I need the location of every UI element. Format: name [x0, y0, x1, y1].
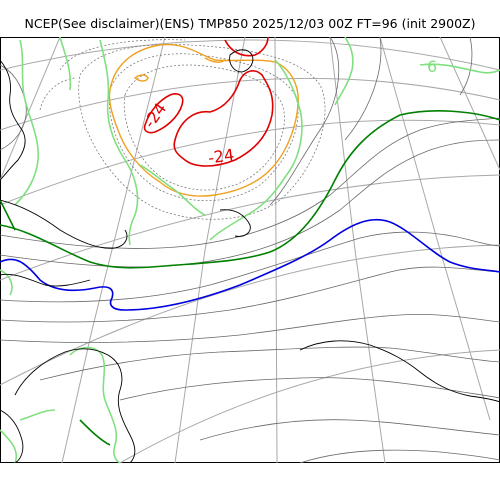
parallel-line — [0, 77, 500, 131]
isotherm-minus6-line — [19, 409, 56, 421]
isotherm-minus18 — [108, 43, 299, 197]
coastline — [0, 199, 128, 249]
isotherm-dotted — [78, 44, 326, 220]
meridian-line — [379, 37, 491, 421]
isotherm-minus18-line — [108, 43, 299, 197]
isotherm-plus6 — [0, 218, 500, 311]
isotherm-plus6-line — [0, 218, 500, 311]
isotherm — [0, 231, 500, 303]
coastline — [229, 49, 254, 73]
isotherm-dotted — [109, 53, 299, 202]
isotherm — [199, 419, 500, 441]
isotherm-minus24-line — [173, 70, 274, 167]
meridian-line — [61, 37, 166, 463]
contour-label-minus24: -24 — [207, 145, 236, 167]
isotherm-dotted — [123, 64, 285, 191]
isotherm — [0, 313, 500, 343]
isotherm-minus6-line — [0, 269, 13, 296]
isotherm-minus24 — [143, 37, 274, 167]
isotherm — [299, 449, 500, 463]
isotherm-minus24-line — [143, 93, 184, 134]
isotherm-minus6-line — [139, 164, 206, 216]
coastline — [0, 59, 26, 181]
coastline — [299, 340, 500, 403]
dotted-isotherms — [39, 39, 326, 220]
isotherm — [0, 266, 500, 323]
thin-isotherms — [0, 37, 500, 463]
coastlines — [0, 49, 500, 463]
parallel-line — [0, 119, 500, 206]
isotherm — [119, 377, 500, 401]
parallel-line — [0, 39, 500, 71]
isotherm-zero-line — [0, 110, 500, 269]
isotherm — [459, 37, 473, 96]
contour-label-plus6: 6 — [427, 57, 437, 76]
meridian-line — [329, 37, 386, 463]
isotherm-minus6 — [0, 37, 500, 463]
isotherm — [39, 346, 500, 381]
isotherm-minus6-line — [59, 37, 72, 91]
coastline — [0, 409, 24, 463]
meridian-line — [0, 37, 61, 181]
coastline — [219, 209, 251, 237]
meridian-line — [174, 37, 246, 463]
isotherm-zero-line — [0, 199, 16, 231]
isotherm-dotted — [39, 77, 76, 111]
isotherm-minus18-line — [204, 57, 226, 63]
isotherm — [344, 37, 382, 141]
map-title: NCEP(See disclaimer)(ENS) TMP850 2025/12… — [24, 16, 476, 31]
graticule — [0, 37, 500, 463]
isotherm-minus6-line — [419, 63, 500, 74]
coastline — [0, 273, 91, 287]
isotherm-minus6-line — [209, 59, 303, 241]
isotherm-zero — [0, 110, 500, 446]
parallel-line — [119, 349, 500, 463]
isotherm-minus18-line — [133, 74, 149, 82]
isotherm-minus24-line — [224, 37, 269, 57]
coastline — [14, 348, 136, 463]
isotherm — [269, 37, 340, 206]
isotherm-minus6-line — [69, 346, 121, 463]
isotherm-minus6-line — [99, 39, 139, 246]
isotherm-zero-line — [79, 419, 111, 446]
isotherm-minus6-line — [0, 429, 18, 463]
isotherm-minus6-line — [334, 37, 354, 106]
isotherm-minus6-line — [14, 39, 40, 206]
isotherm — [0, 117, 500, 249]
weather-map: -24 -24 6 — [0, 37, 500, 463]
